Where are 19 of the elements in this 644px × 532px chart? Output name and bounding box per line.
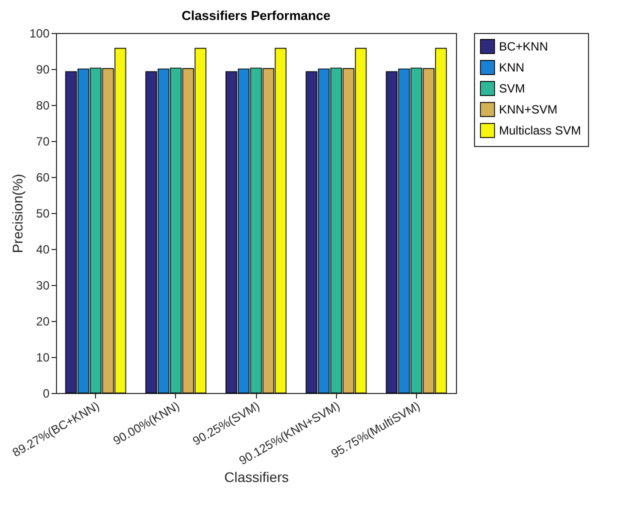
legend-label: KNN+SVM <box>499 102 558 116</box>
x-axis-title: Classifiers <box>224 468 289 485</box>
chart-title: Classifiers Performance <box>182 8 330 23</box>
y-tick-label: 80 <box>36 98 50 112</box>
y-tick-label: 90 <box>36 62 50 76</box>
legend-label: BC+KNN <box>499 40 548 54</box>
y-tick-label: 60 <box>36 170 50 184</box>
y-axis-title: Precision(%) <box>9 174 26 254</box>
legend-label: Multiclass SVM <box>499 124 582 138</box>
y-tick-label: 70 <box>36 134 50 148</box>
legend-label: KNN <box>499 60 524 74</box>
y-tick-label: 0 <box>42 386 50 400</box>
y-tick-label: 40 <box>36 242 50 256</box>
y-tick-label: 10 <box>36 350 50 364</box>
y-tick-label: 50 <box>36 206 50 220</box>
legend-label: SVM <box>499 82 526 96</box>
y-tick-label: 20 <box>36 314 50 328</box>
y-tick-label: 30 <box>36 278 50 292</box>
y-tick-label: 100 <box>29 26 50 40</box>
